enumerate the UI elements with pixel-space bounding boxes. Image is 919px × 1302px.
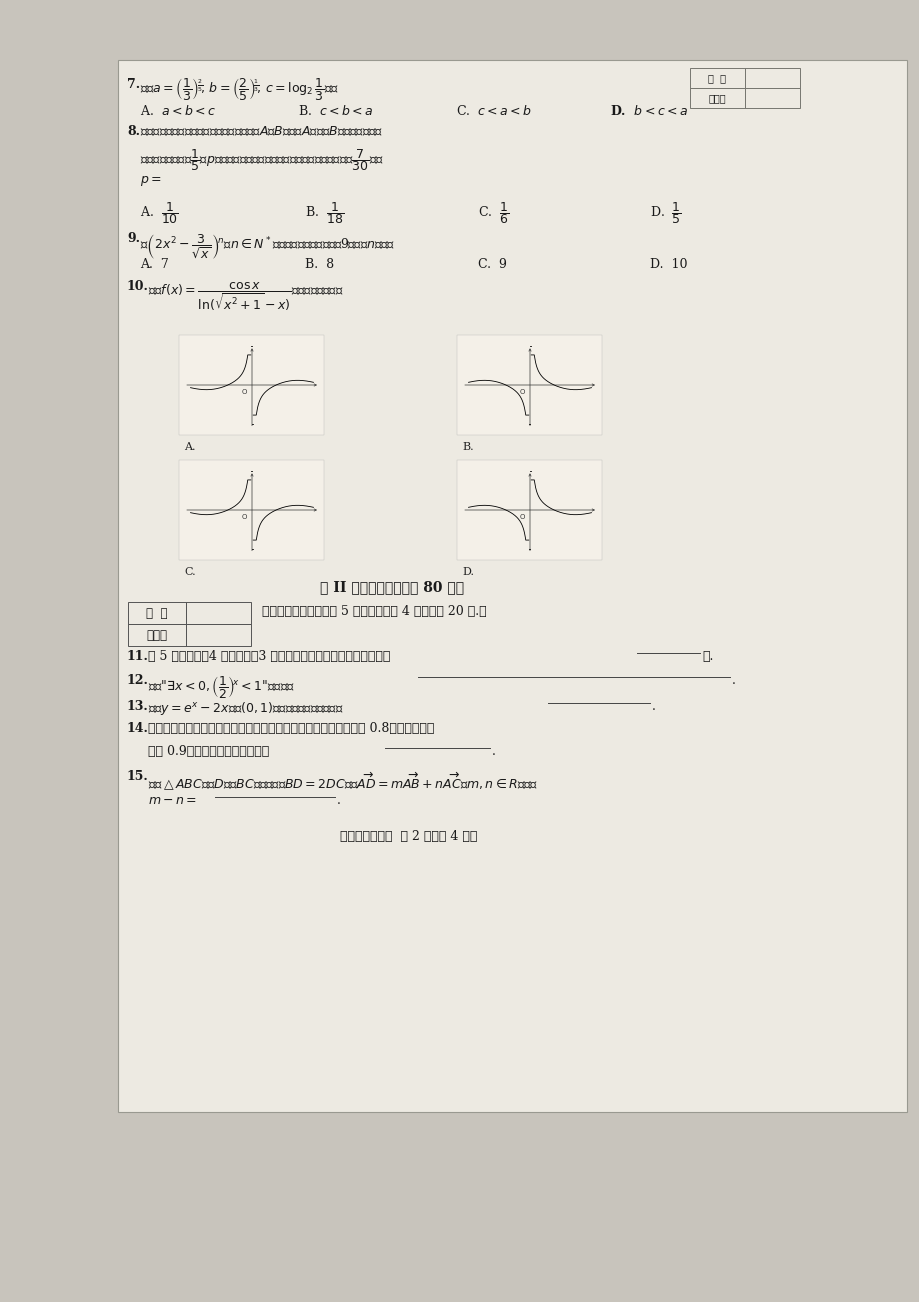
Text: 若$\left(2x^2-\dfrac{3}{\sqrt{x}}\right)^{\!n}$（$n\in N^*$）的展开式中常数项为第9项，则$n$的值为: 若$\left(2x^2-\dfrac{3}{\sqrt{x}}\right)^… [140,232,395,260]
Text: A.  $\dfrac{1}{10}$: A. $\dfrac{1}{10}$ [140,201,178,227]
Text: A.: A. [184,441,196,452]
Text: 12.: 12. [127,674,149,687]
Text: 故障的概率分别为$\dfrac{1}{5}$和$p$，若在任意时刻恰有一个系统不发生故障的概率为$\dfrac{7}{30}$，则: 故障的概率分别为$\dfrac{1}{5}$和$p$，若在任意时刻恰有一个系统不… [140,147,383,173]
Text: 小卷别: 小卷别 [708,94,725,103]
Text: 部分区高二数学  第 2 页（共 4 页）: 部分区高二数学 第 2 页（共 4 页） [340,829,477,842]
FancyBboxPatch shape [457,335,602,435]
Text: 函数$f(x)=\dfrac{\cos x}{\ln(\sqrt{x^2+1}-x)}$的部分图象大致为: 函数$f(x)=\dfrac{\cos x}{\ln(\sqrt{x^2+1}-… [148,280,344,312]
Text: A.  7: A. 7 [140,258,168,271]
Text: 已知$\triangle ABC$中，$D$为边$BC$上的点，且$BD=2DC$，若$\overrightarrow{AD}=m\overrightarrow: 已知$\triangle ABC$中，$D$为边$BC$上的点，且$BD=2DC… [148,769,538,792]
Text: B.  $c<b<a$: B. $c<b<a$ [298,104,373,118]
Text: O: O [242,514,247,519]
Text: A.  $a<b<c$: A. $a<b<c$ [140,104,216,118]
Text: 7.: 7. [127,78,140,91]
Text: 从 5 名高中生、4 名初中生、3 名小学生中各选一人的不同选法共有: 从 5 名高中生、4 名初中生、3 名小学生中各选一人的不同选法共有 [148,650,390,663]
Text: 分  卷: 分 卷 [708,74,725,83]
Text: O: O [519,514,525,519]
FancyBboxPatch shape [457,460,602,560]
Text: B.  $\dfrac{1}{18}$: B. $\dfrac{1}{18}$ [305,201,344,227]
FancyBboxPatch shape [179,460,324,560]
Text: 两位射击选手彼此独立地向同一目标射击一次，若甲射中的概率为 0.8，乙射中的概: 两位射击选手彼此独立地向同一目标射击一次，若甲射中的概率为 0.8，乙射中的概 [148,723,434,736]
Text: 13.: 13. [127,700,149,713]
Text: D.  $\dfrac{1}{5}$: D. $\dfrac{1}{5}$ [650,201,681,227]
Text: 得  分: 得 分 [146,607,167,620]
Text: .: . [492,745,495,758]
Text: 15.: 15. [127,769,149,783]
Text: O: O [519,389,525,395]
Text: 曲线$y=e^x-2x$在点$(0,1)$处的切线的倾斜角大小为: 曲线$y=e^x-2x$在点$(0,1)$处的切线的倾斜角大小为 [148,700,343,717]
Text: 14.: 14. [127,723,149,736]
Text: C.  9: C. 9 [478,258,506,271]
Text: D.  $b<c<a$: D. $b<c<a$ [609,104,687,118]
Text: B.: B. [461,441,473,452]
Text: D.: D. [461,566,473,577]
Text: .: . [336,794,341,807]
Text: 某居民小区有两个相互独立的安全防范系统$A$和$B$，系统$A$和系统$B$在任意时刻发生: 某居民小区有两个相互独立的安全防范系统$A$和$B$，系统$A$和系统$B$在任… [140,125,382,138]
Text: 10.: 10. [127,280,149,293]
Text: .: . [652,700,655,713]
FancyBboxPatch shape [118,60,906,1112]
Text: C.: C. [184,566,196,577]
Text: 种.: 种. [701,650,712,663]
Text: C.  $c<a<b$: C. $c<a<b$ [456,104,531,118]
Text: 率为 0.9，则目标被击中的概率为: 率为 0.9，则目标被击中的概率为 [148,745,269,758]
Text: B.  8: B. 8 [305,258,334,271]
FancyBboxPatch shape [179,335,324,435]
Text: 二、填空题（本大题共 5 小题，每小题 4 分，满分 20 分.）: 二、填空题（本大题共 5 小题，每小题 4 分，满分 20 分.） [262,605,486,618]
Text: $m-n=$: $m-n=$ [148,794,197,807]
Text: .: . [732,674,735,687]
Text: $p=$: $p=$ [140,174,162,187]
Text: 8.: 8. [127,125,140,138]
Text: O: O [242,389,247,395]
Text: 9.: 9. [127,232,140,245]
Text: 命题"$\exists x<0,\left(\dfrac{1}{2}\right)^{\!x}<1$"的否定是: 命题"$\exists x<0,\left(\dfrac{1}{2}\right… [148,674,294,700]
Text: 11.: 11. [127,650,149,663]
Text: C.  $\dfrac{1}{6}$: C. $\dfrac{1}{6}$ [478,201,509,227]
Text: 第 II 卷（非选择题，共 80 分）: 第 II 卷（非选择题，共 80 分） [320,579,463,594]
Text: 已知$a=\left(\dfrac{1}{3}\right)^{\!\frac{2}{5}}\!,\,b=\left(\dfrac{2}{5}\right)^{: 已知$a=\left(\dfrac{1}{3}\right)^{\!\frac{… [140,76,338,102]
Text: 评卷人: 评卷人 [146,629,167,642]
Text: D.  10: D. 10 [650,258,686,271]
